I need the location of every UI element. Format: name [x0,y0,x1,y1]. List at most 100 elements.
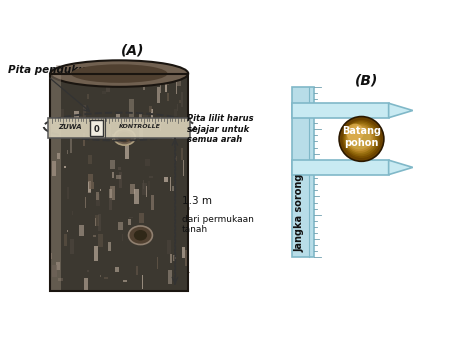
Bar [165,76,169,85]
Bar [172,186,174,191]
Bar [108,242,111,251]
Text: Pita pengukur: Pita pengukur [8,65,90,75]
Bar [96,192,99,200]
Circle shape [344,121,378,156]
Bar [112,134,114,140]
Bar [116,175,121,179]
Bar [151,110,153,122]
Bar [109,189,112,198]
Bar [89,174,93,182]
Bar [142,183,147,195]
Bar [292,160,388,175]
Bar [181,148,183,160]
Bar [87,94,89,99]
Bar [94,246,98,261]
Bar [139,214,143,223]
Bar [108,198,112,210]
Bar [157,88,160,103]
Circle shape [345,123,377,154]
Bar [98,214,101,231]
Bar [64,166,65,168]
Bar [174,108,176,116]
Circle shape [348,127,371,149]
Bar [134,189,139,204]
Bar [165,78,167,92]
Bar [129,99,134,117]
Bar [167,240,170,255]
Bar [123,66,127,77]
Bar [183,160,184,176]
Bar [122,280,127,283]
Bar [177,104,178,111]
Bar [110,160,115,169]
Text: Jangka sorong: Jangka sorong [295,174,305,252]
Bar [136,266,138,275]
Bar [74,111,80,119]
Bar [58,152,60,159]
Bar [143,79,145,90]
Bar [89,79,91,83]
Circle shape [346,124,375,153]
Bar [100,275,101,277]
Bar [53,161,56,175]
Bar [87,192,91,193]
Circle shape [340,117,383,161]
Bar [64,234,67,246]
Bar [64,67,69,76]
Bar [80,116,85,125]
Circle shape [346,124,364,141]
Bar [165,177,168,183]
Bar [128,219,131,225]
Bar [87,270,89,272]
Bar [143,115,149,117]
Bar [93,235,96,237]
Bar [119,172,122,188]
Bar [95,218,96,226]
Bar [85,197,86,208]
Bar [50,74,188,291]
Bar [122,234,123,241]
Bar [160,79,161,93]
Bar [146,186,147,197]
Bar [181,92,183,106]
Bar [141,115,142,130]
Bar [187,224,188,238]
Bar [182,247,186,258]
Bar [72,211,73,215]
Bar [130,184,135,194]
Bar [48,118,190,138]
Ellipse shape [71,64,168,83]
Bar [89,182,94,189]
Text: (A): (A) [121,43,144,57]
Bar [166,93,170,101]
Text: 0: 0 [93,125,99,134]
Ellipse shape [114,129,135,145]
Bar [88,154,92,164]
Bar [122,118,127,121]
Bar [118,222,123,230]
Bar [292,103,388,118]
Bar [102,91,106,94]
Bar [100,190,101,191]
Bar [179,100,181,103]
Bar [292,87,314,258]
Bar [79,225,84,236]
Bar [109,120,111,136]
Bar [83,133,85,146]
Bar [157,257,158,269]
Bar [56,65,60,76]
Bar [129,217,133,218]
Bar [133,67,135,76]
Bar [96,193,100,206]
Ellipse shape [50,60,188,87]
Bar [83,105,86,117]
Bar [151,195,154,210]
Bar [137,123,138,136]
Ellipse shape [128,226,152,244]
Bar [98,234,102,247]
Circle shape [347,125,373,151]
Bar [58,278,63,281]
Bar [117,167,121,170]
Bar [50,74,188,291]
Text: KONTROLLE: KONTROLLE [119,124,161,129]
